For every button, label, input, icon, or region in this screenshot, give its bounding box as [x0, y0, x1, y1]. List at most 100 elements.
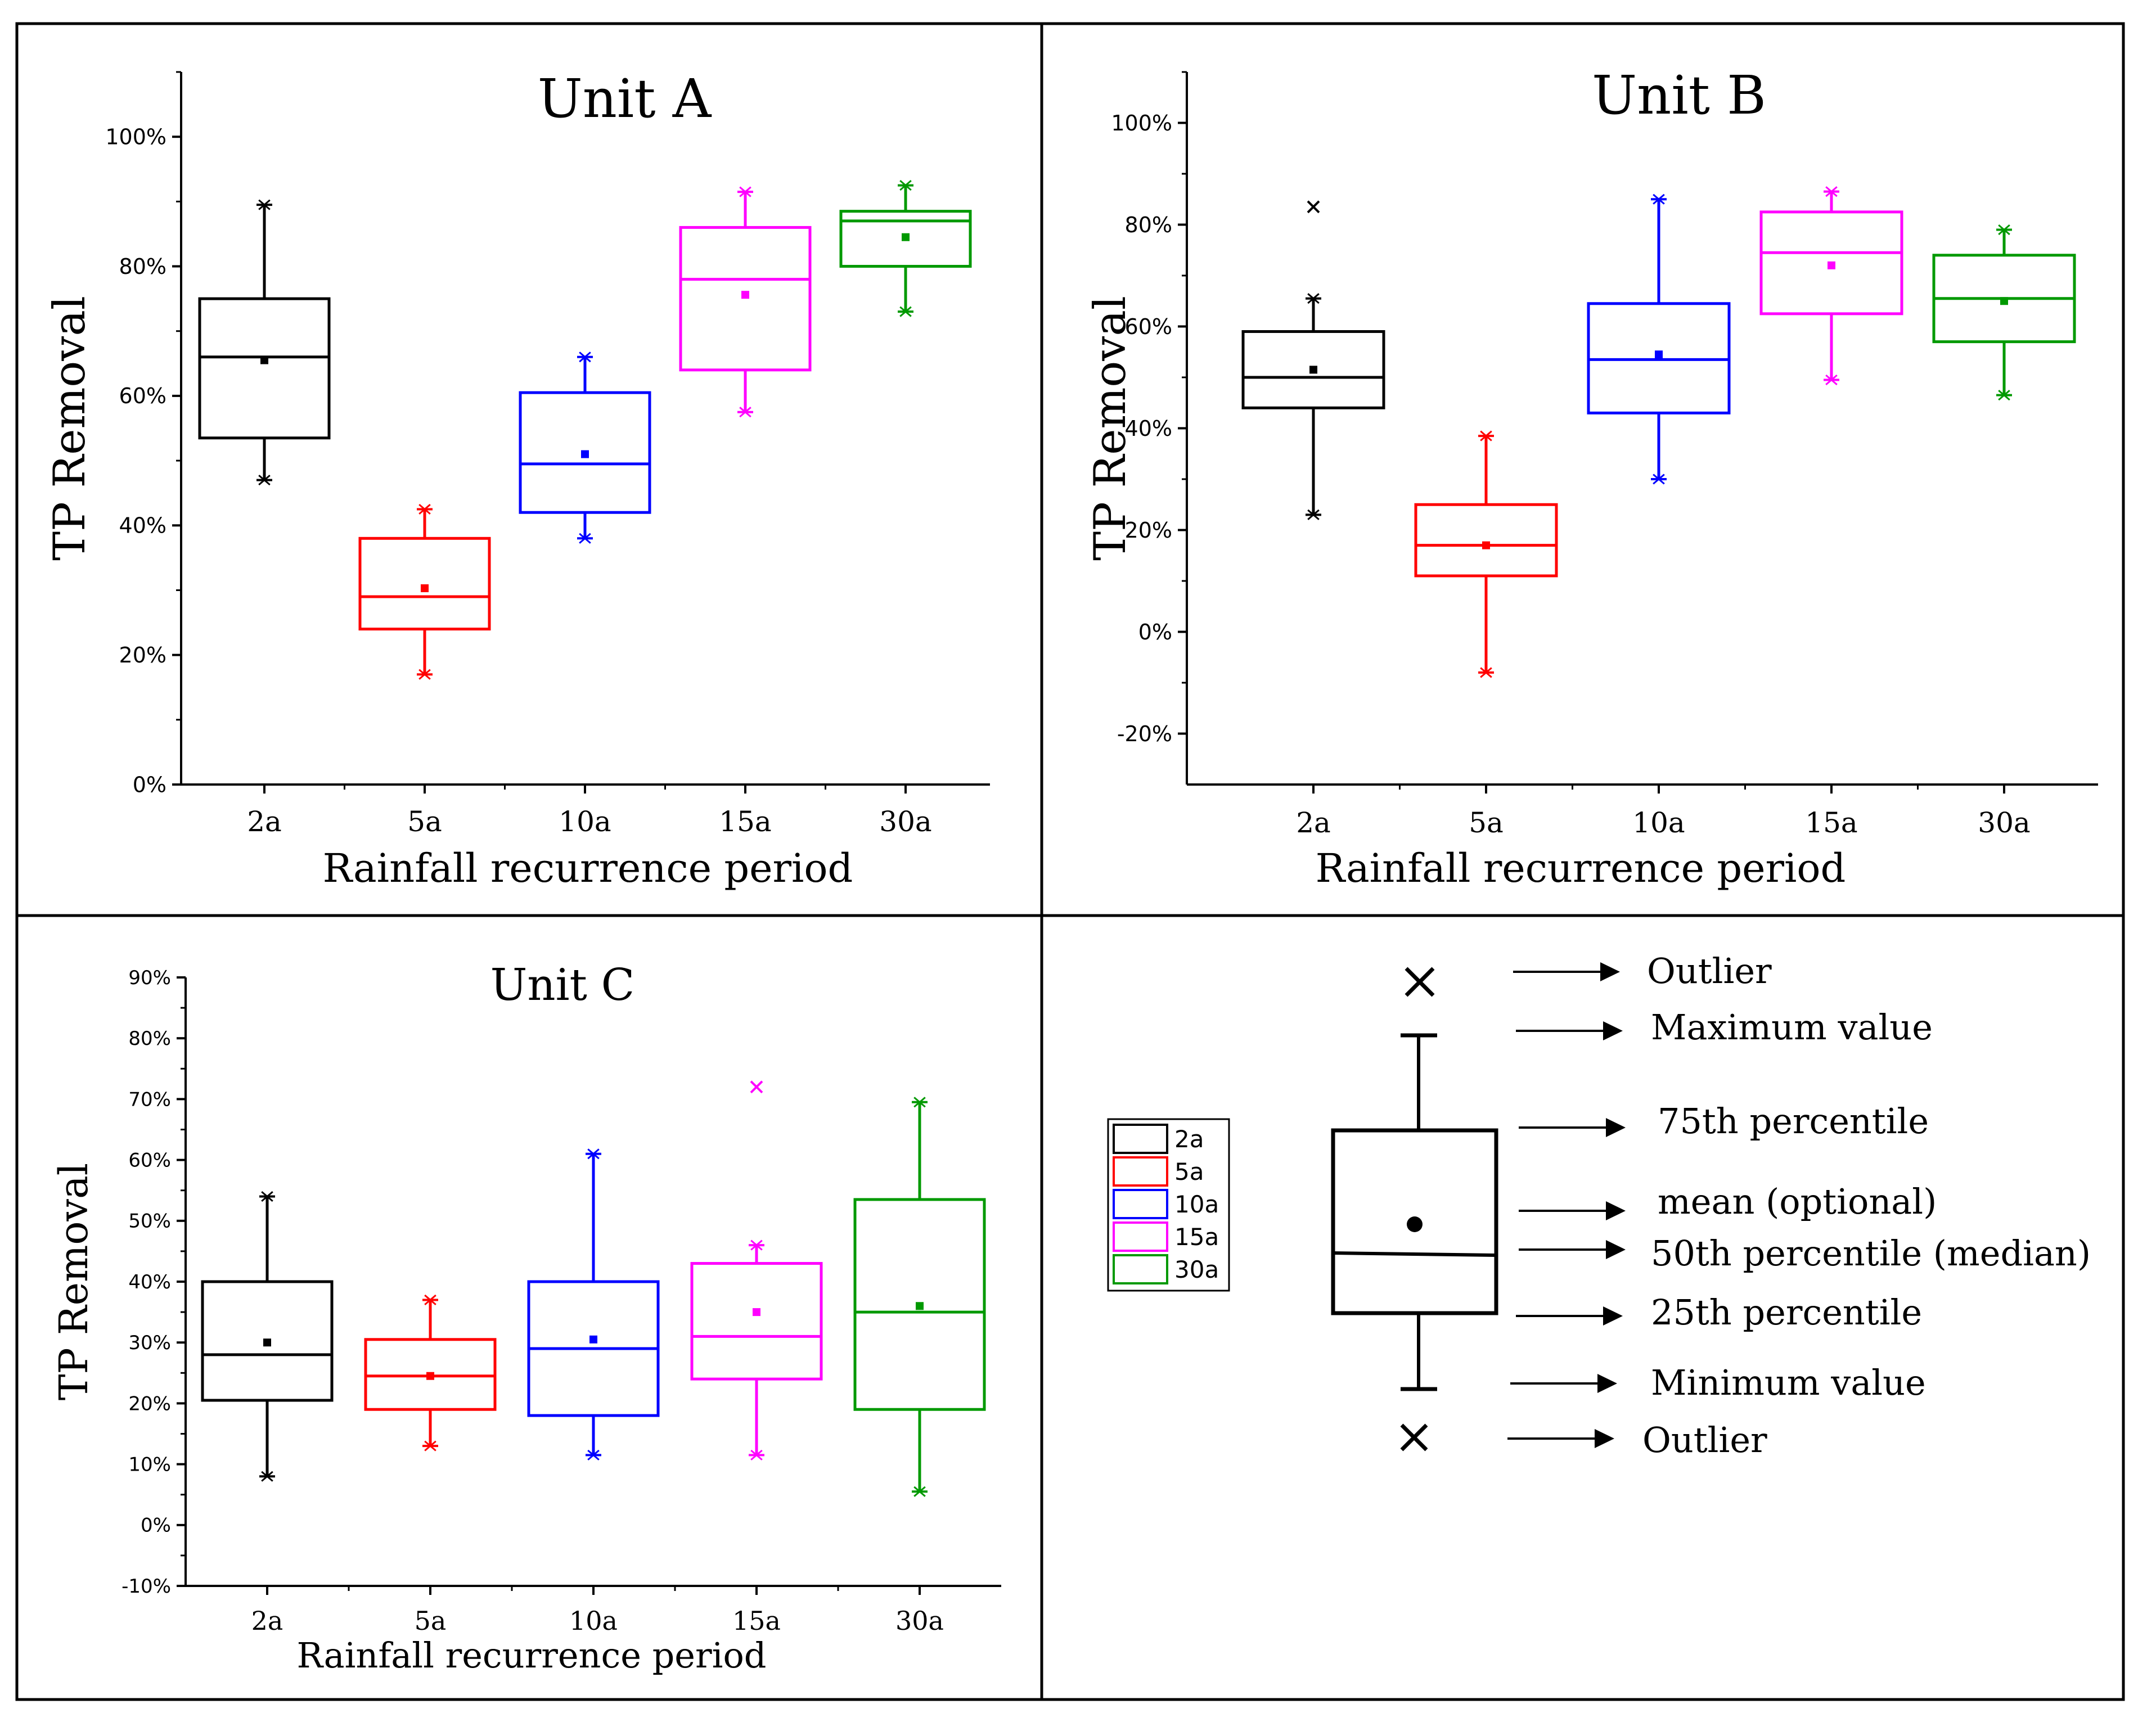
max-marker	[579, 351, 591, 363]
iqr-box	[358, 537, 491, 631]
iqr-box	[690, 1262, 823, 1381]
y-tick-label: 40%	[128, 1271, 171, 1293]
legend-label-2a: 2a	[1174, 1125, 1204, 1153]
min-marker	[418, 669, 431, 680]
mean-marker	[1309, 366, 1317, 374]
max-marker	[1825, 186, 1838, 197]
key-outlier-top-marker	[1405, 967, 1435, 997]
min-marker	[750, 1449, 763, 1460]
max-marker	[739, 186, 751, 197]
iqr-box	[1241, 330, 1385, 409]
legend-label-30a: 30a	[1174, 1256, 1219, 1283]
key-mean-dot	[1407, 1216, 1423, 1232]
x-axis-label: Rainfall recurrence period	[1316, 845, 1846, 891]
key-labels: Outlier Maximum value 75th percentile me…	[1642, 950, 2091, 1460]
key-arrow-head	[1606, 1240, 1626, 1259]
mean-marker	[589, 1335, 597, 1344]
legend-swatch-15a	[1113, 1221, 1168, 1252]
key-outlier-bottom-marker	[1400, 1423, 1428, 1451]
y-tick-label: 0%	[141, 1514, 171, 1537]
legend-label-5a: 5a	[1174, 1158, 1204, 1185]
max-marker	[424, 1294, 436, 1305]
mean-marker	[1482, 541, 1490, 549]
x-tick-label: 2a	[1296, 806, 1331, 839]
min-marker	[424, 1440, 436, 1451]
x-tick-label: 2a	[247, 805, 282, 838]
y-tick-label: 60%	[128, 1149, 171, 1172]
box-15a	[690, 1239, 823, 1460]
box-2a	[201, 1191, 334, 1482]
y-tick-label: 30%	[128, 1332, 171, 1354]
min-marker	[1825, 374, 1838, 386]
iqr-box	[1414, 503, 1558, 578]
min-marker	[1998, 390, 2010, 401]
mean-marker	[426, 1372, 434, 1380]
outlier-stroke	[1307, 200, 1320, 214]
x-tick-label: 15a	[732, 1606, 781, 1636]
y-axis-label: TP Removal	[51, 1163, 97, 1400]
y-tick-label: 0%	[1138, 620, 1172, 644]
x-tick-label: 30a	[879, 805, 931, 838]
box-30a	[853, 1097, 986, 1497]
key-label-median: 50th percentile (median)	[1651, 1233, 2091, 1274]
legend-swatch-10a	[1113, 1189, 1168, 1219]
y-tick-label: 80%	[119, 254, 166, 279]
min-marker	[587, 1449, 600, 1460]
key-arrow-head	[1600, 962, 1620, 981]
legend-frame	[1107, 1118, 1230, 1292]
max-marker	[1307, 293, 1320, 304]
chart-title: Unit A	[538, 68, 712, 130]
mean-marker	[260, 356, 268, 364]
key-arrow-head	[1603, 1021, 1623, 1040]
min-marker	[261, 1471, 273, 1482]
x-tick-label: 10a	[559, 805, 611, 838]
x-tick-label: 5a	[415, 1606, 447, 1636]
box-10a	[527, 1148, 660, 1460]
box-5a	[1414, 430, 1558, 678]
key-arrow-head	[1595, 1429, 1614, 1448]
y-axis-label: TP Removal	[1085, 296, 1136, 561]
y-tick-label: 80%	[128, 1027, 171, 1050]
box-15a	[1759, 186, 1903, 386]
y-tick-label: -20%	[1117, 722, 1172, 746]
mean-marker	[753, 1308, 760, 1317]
key-label-outlier-top: Outlier	[1647, 950, 1772, 991]
y-tick-label: 40%	[1125, 416, 1172, 441]
iqr-box	[201, 1280, 334, 1402]
legend-swatch-2a	[1113, 1124, 1168, 1154]
y-tick-label: 90%	[128, 967, 171, 989]
mean-marker	[581, 450, 589, 458]
max-marker	[913, 1097, 926, 1108]
chart-unit-b: -20% 0% 20% 40% 60% 80% 100% 2a 5a 10a 15a 30a Unit …	[1085, 65, 2098, 891]
box-2a	[1241, 293, 1385, 520]
y-tick-label: 100%	[1111, 111, 1172, 136]
x-tick-label: 30a	[895, 1606, 944, 1636]
y-tick-label: 60%	[119, 384, 166, 408]
x-axis-label: Rainfall recurrence period	[297, 1635, 767, 1676]
min-marker	[913, 1486, 926, 1497]
box-10a	[519, 351, 651, 544]
x-axis-label: Rainfall recurrence period	[323, 845, 853, 891]
x-tick-label: 30a	[1978, 806, 2030, 839]
min-marker	[739, 407, 751, 418]
iqr-box	[364, 1338, 497, 1411]
box-10a	[1587, 193, 1731, 485]
key-arrow-head	[1597, 1374, 1617, 1393]
min-marker	[899, 306, 912, 317]
min-marker	[1480, 667, 1492, 678]
key-box	[1331, 1128, 1498, 1315]
iqr-box	[839, 210, 972, 268]
y-tick-label: 20%	[119, 643, 166, 668]
key-label-outlier-bottom: Outlier	[1642, 1419, 1767, 1460]
y-tick-label: 10%	[128, 1454, 171, 1476]
mean-marker	[1828, 261, 1835, 269]
x-tick-label: 5a	[1469, 806, 1504, 839]
outlier-marker	[1307, 200, 1320, 214]
key-median-line	[1333, 1251, 1497, 1257]
mean-marker	[263, 1338, 271, 1347]
iqr-box	[853, 1198, 986, 1411]
key-arrow-head	[1603, 1306, 1623, 1326]
max-marker	[587, 1148, 600, 1160]
x-tick-label: 15a	[719, 805, 771, 838]
